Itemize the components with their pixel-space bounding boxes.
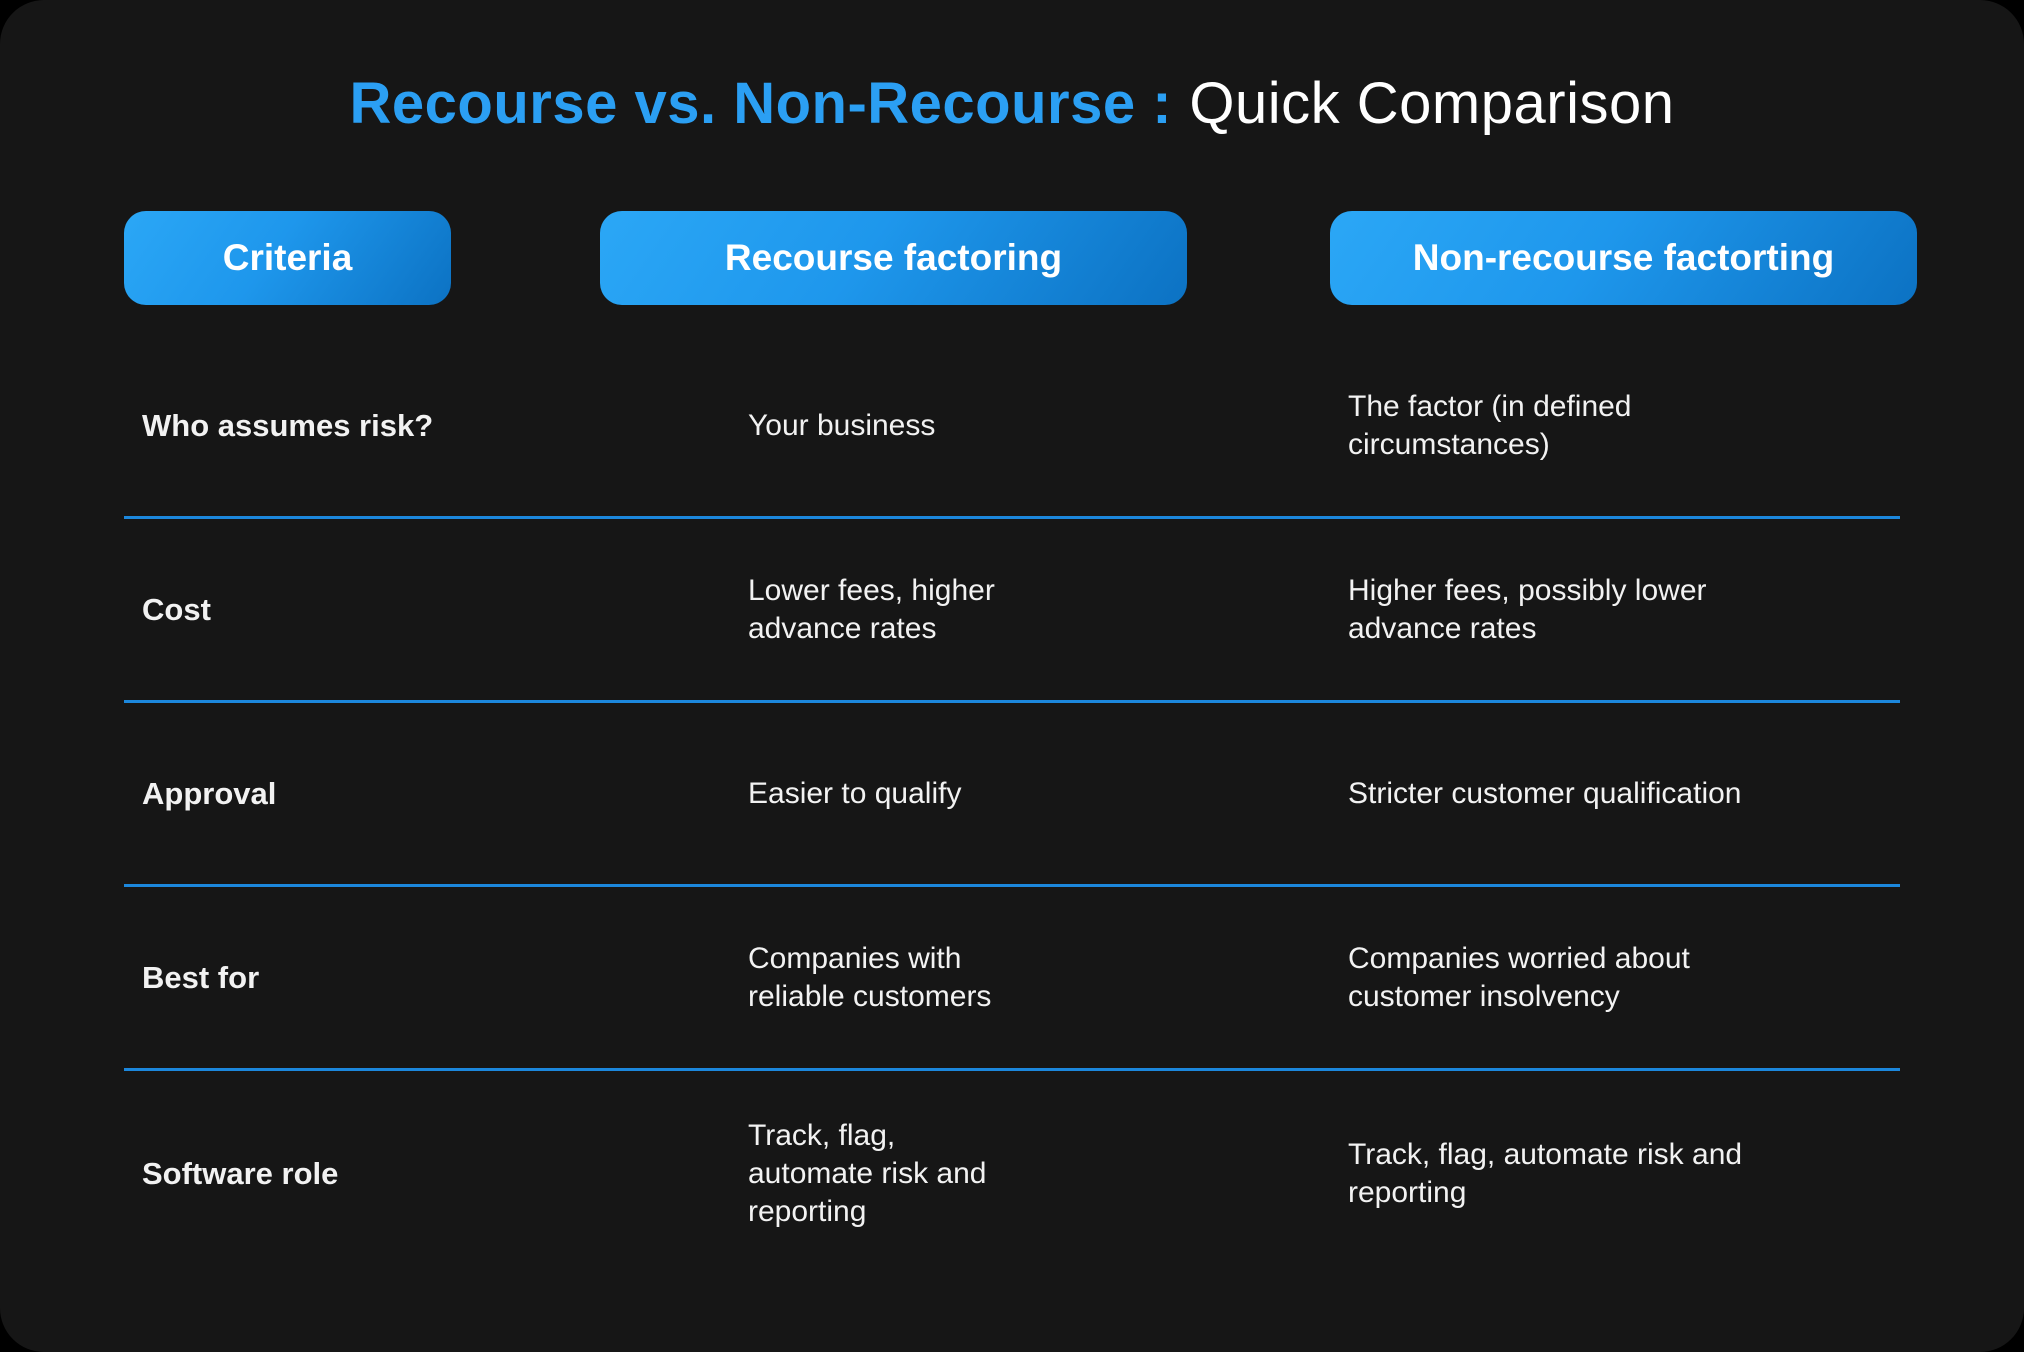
page-title: Recourse vs. Non-Recourse : Quick Compari… [0, 70, 2024, 137]
comparison-table: Who assumes risk? Your business The fact… [124, 335, 1900, 1276]
row-criteria-label: Cost [142, 591, 211, 627]
row-non-recourse-value: Companies worried about customer insolve… [1348, 941, 1690, 1013]
table-row: Cost Lower fees, higher advance rates Hi… [124, 519, 1900, 703]
page-title-rest: Quick Comparison [1189, 71, 1675, 136]
row-criteria-label: Software role [142, 1155, 339, 1191]
row-criteria-label: Best for [142, 959, 260, 995]
row-non-recourse-value: Track, flag, automate risk and reporting [1348, 1137, 1743, 1209]
column-header-row: Criteria Recourse factoring Non-recourse… [124, 211, 1917, 305]
column-header-recourse-factoring: Recourse factoring [600, 211, 1187, 305]
row-recourse-value: Easier to qualify [748, 776, 962, 810]
page-title-highlight: Recourse vs. Non-Recourse : [349, 71, 1173, 136]
row-criteria-label: Who assumes risk? [142, 407, 434, 443]
table-row: Best for Companies with reliable custome… [124, 887, 1900, 1071]
row-recourse-value: Lower fees, higher advance rates [748, 573, 995, 645]
row-recourse-value: Companies with reliable customers [748, 941, 992, 1013]
row-recourse-value: Track, flag, automate risk and reporting [748, 1118, 987, 1228]
row-non-recourse-value: Higher fees, possibly lower advance rate… [1348, 573, 1707, 645]
table-row: Who assumes risk? Your business The fact… [124, 335, 1900, 519]
table-row: Software role Track, flag, automate risk… [124, 1071, 1900, 1276]
column-header-criteria: Criteria [124, 211, 451, 305]
row-non-recourse-value: The factor (in defined circumstances) [1348, 389, 1632, 461]
row-criteria-label: Approval [142, 775, 277, 811]
table-row: Approval Easier to qualify Stricter cust… [124, 703, 1900, 887]
column-header-non-recourse-factoring: Non-recourse factorting [1330, 211, 1917, 305]
row-recourse-value: Your business [748, 408, 936, 442]
row-non-recourse-value: Stricter customer qualification [1348, 776, 1742, 810]
